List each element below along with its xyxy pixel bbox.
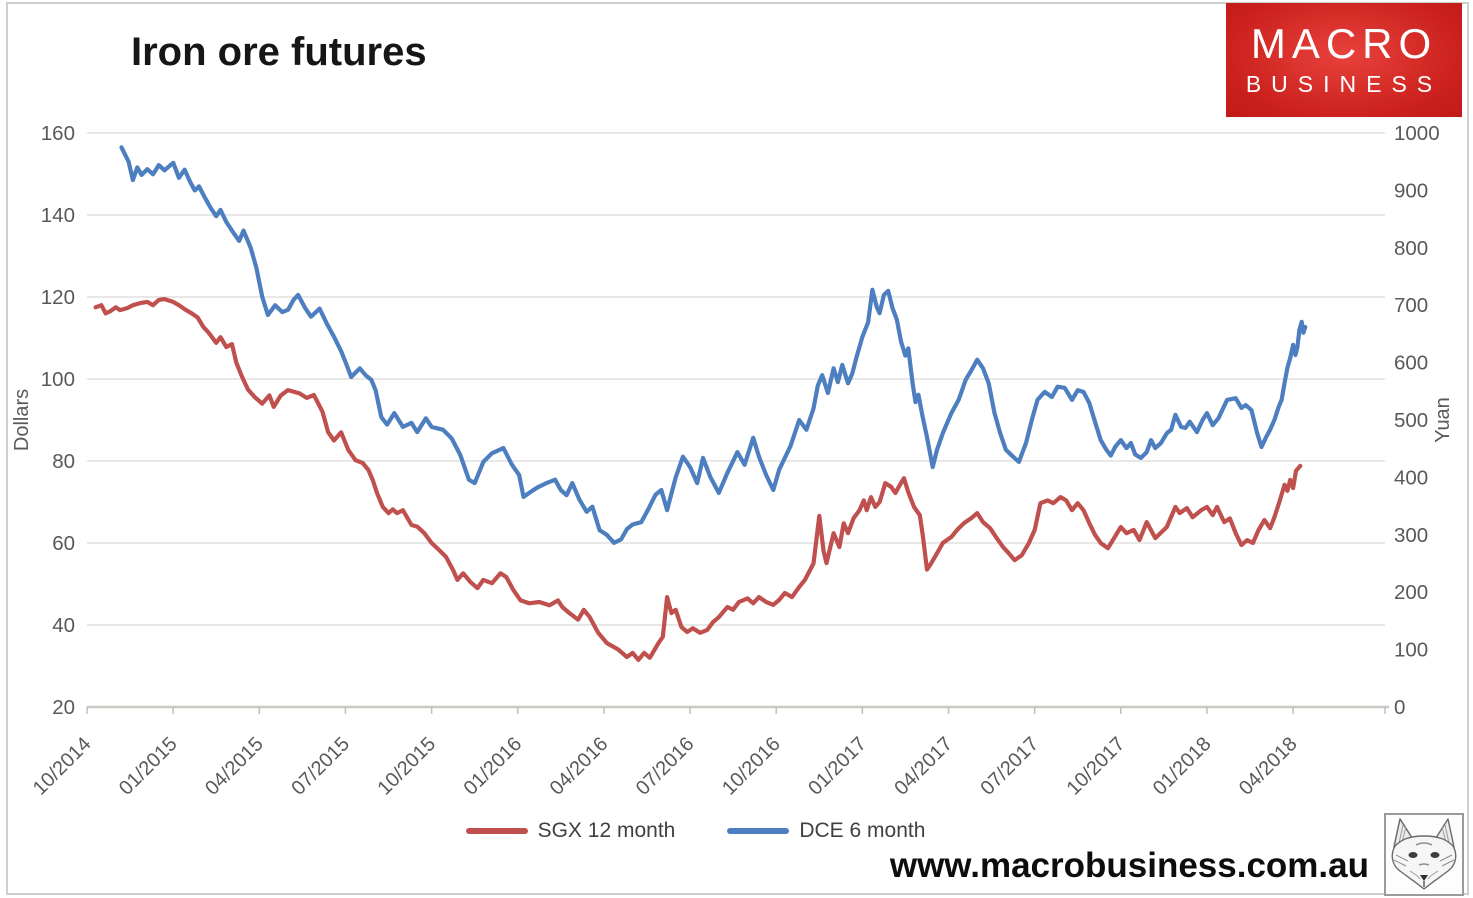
y-right-tick-label: 500	[1394, 409, 1428, 432]
chart-legend: SGX 12 month DCE 6 month	[0, 819, 1473, 843]
y-left-tick-label: 40	[52, 614, 75, 637]
sgx-line-swatch	[465, 828, 528, 834]
macrobusiness-logo: MACRO BUSINESS	[1226, 3, 1462, 117]
y-right-tick-label: 800	[1394, 237, 1428, 260]
x-tick-label: 01/2015	[115, 733, 182, 800]
y-right-tick-label: 300	[1394, 524, 1428, 547]
y-left-tick-label: 120	[41, 286, 75, 309]
y-left-tick-label: 140	[41, 204, 75, 227]
x-tick-label: 07/2016	[632, 733, 699, 800]
x-tick-label: 10/2017	[1063, 733, 1130, 800]
legend-label-sgx: SGX 12 month	[537, 819, 676, 842]
y-right-tick-label: 400	[1394, 466, 1428, 489]
y-right-tick-label: 100	[1394, 639, 1428, 662]
x-tick-label: 07/2015	[287, 733, 354, 800]
y-right-axis-title: Yuan	[1432, 397, 1454, 443]
y-right-tick-label: 700	[1394, 294, 1428, 317]
y-right-tick-label: 1000	[1394, 122, 1440, 145]
legend-label-dce: DCE 6 month	[799, 819, 926, 842]
x-tick-label: 10/2014	[29, 733, 96, 800]
y-left-tick-label: 160	[41, 122, 75, 145]
y-right-tick-label: 900	[1394, 179, 1428, 202]
fox-sketch-icon	[1391, 818, 1457, 890]
fox-logo-box	[1384, 813, 1464, 896]
series-line-sgx-12-month	[93, 297, 1303, 662]
x-tick-label: 01/2018	[1149, 733, 1216, 800]
x-tick-label: 01/2016	[460, 733, 527, 800]
series-line-dce-6-month	[119, 145, 1308, 545]
website-url: www.macrobusiness.com.au	[889, 846, 1369, 885]
logo-line2: BUSINESS	[1245, 70, 1443, 97]
x-tick-label: 10/2016	[718, 733, 785, 800]
y-right-tick-label: 600	[1394, 352, 1428, 375]
y-left-tick-label: 80	[52, 450, 75, 473]
x-tick-label: 10/2015	[373, 733, 440, 800]
x-tick-label: 04/2018	[1235, 733, 1302, 800]
y-left-tick-label: 60	[52, 532, 75, 555]
x-tick-label: 04/2017	[890, 733, 957, 800]
y-right-tick-label: 200	[1394, 581, 1428, 604]
y-left-tick-label: 20	[52, 696, 75, 719]
legend-item-dce: DCE 6 month	[727, 819, 925, 843]
dce-line-swatch	[727, 828, 790, 834]
x-tick-label: 04/2016	[546, 733, 613, 800]
logo-line1: MACRO	[1250, 20, 1438, 68]
y-left-tick-label: 100	[41, 368, 75, 391]
page-title: Iron ore futures	[131, 30, 427, 74]
y-right-tick-label: 0	[1394, 696, 1405, 719]
x-tick-label: 01/2017	[804, 733, 871, 800]
x-tick-label: 04/2015	[201, 733, 268, 800]
legend-item-sgx: SGX 12 month	[465, 819, 676, 843]
y-left-axis-title: Dollars	[11, 389, 33, 451]
x-tick-label: 07/2017	[977, 733, 1044, 800]
